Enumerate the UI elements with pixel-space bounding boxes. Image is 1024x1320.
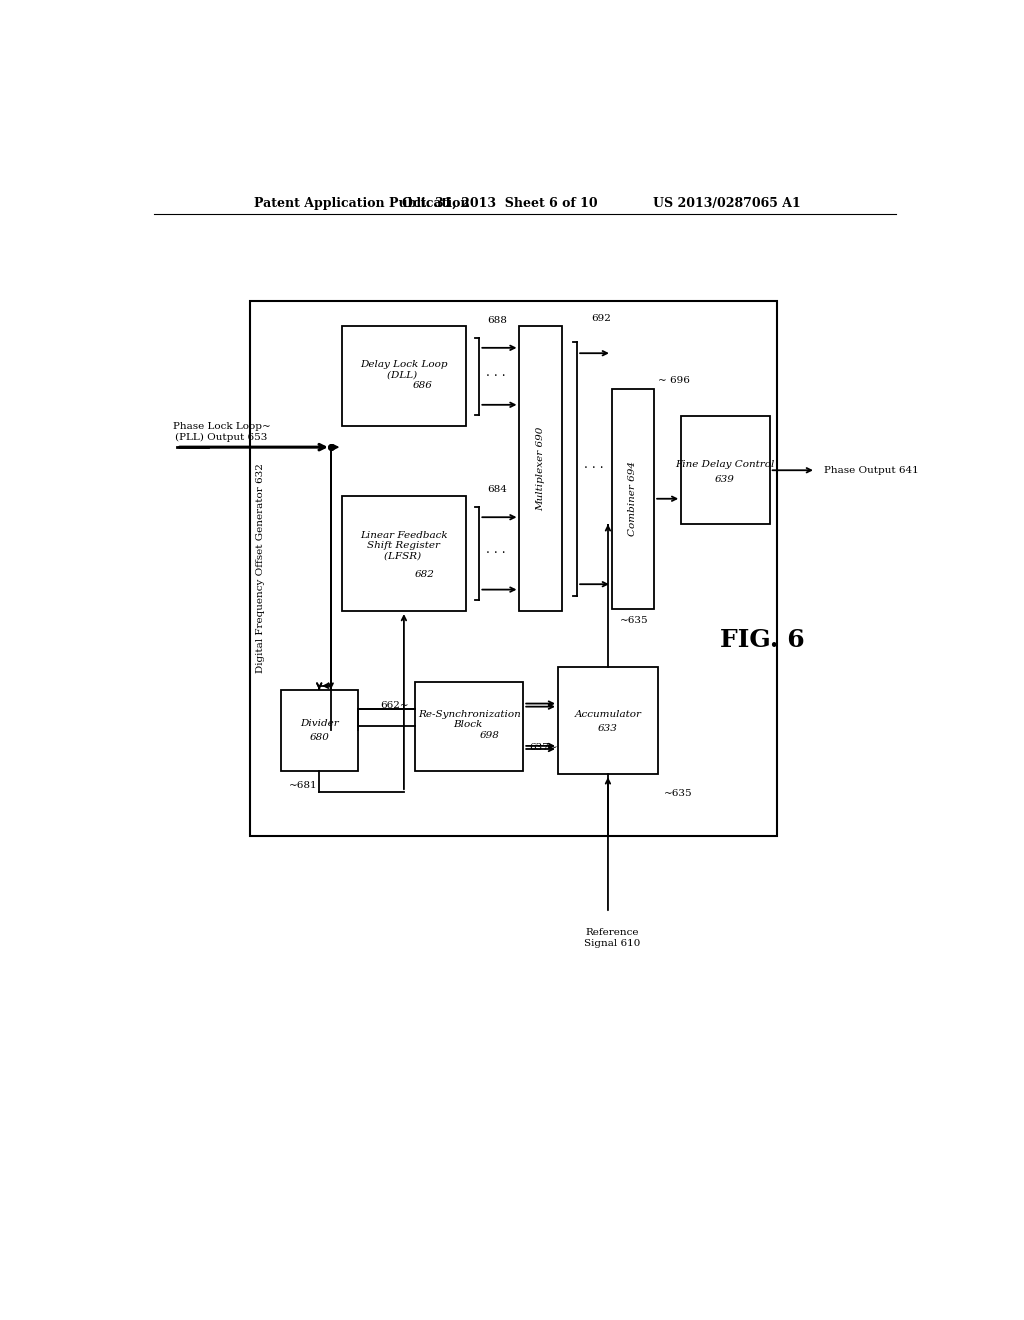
Text: ~ 696: ~ 696 — [658, 376, 690, 384]
Bar — [519, 326, 562, 611]
Text: 637~: 637~ — [529, 743, 558, 752]
Text: 688: 688 — [487, 315, 507, 325]
Text: 684: 684 — [487, 484, 507, 494]
Text: · · ·: · · · — [486, 370, 506, 383]
Text: Phase Lock Loop~
(PLL) Output 653: Phase Lock Loop~ (PLL) Output 653 — [173, 422, 270, 441]
Bar — [416, 682, 523, 771]
Text: 633: 633 — [598, 723, 617, 733]
Text: 682: 682 — [415, 570, 434, 579]
Text: 639: 639 — [715, 475, 735, 484]
Text: Divider: Divider — [300, 719, 339, 729]
Text: · · ·: · · · — [585, 462, 604, 475]
Text: 686: 686 — [413, 381, 433, 389]
Text: Re-Synchronization
Block: Re-Synchronization Block — [418, 710, 521, 730]
Text: Combiner 694: Combiner 694 — [628, 461, 637, 536]
Bar — [250, 301, 777, 836]
Text: ~635: ~635 — [620, 616, 648, 624]
Text: 680: 680 — [309, 733, 329, 742]
Bar — [611, 389, 654, 609]
Text: Reference
Signal 610: Reference Signal 610 — [584, 928, 640, 948]
Bar — [558, 667, 658, 775]
Text: Fine Delay Control: Fine Delay Control — [675, 459, 775, 469]
Text: 692: 692 — [591, 314, 611, 323]
Text: Patent Application Publication: Patent Application Publication — [254, 197, 469, 210]
Text: Delay Lock Loop
(DLL): Delay Lock Loop (DLL) — [360, 360, 447, 380]
Text: Accumulator: Accumulator — [574, 710, 641, 719]
Text: Digital Frequency Offset Generator 632: Digital Frequency Offset Generator 632 — [256, 463, 265, 673]
Bar — [281, 689, 357, 771]
Bar — [681, 416, 770, 524]
Text: ~635: ~635 — [665, 789, 693, 799]
Text: Oct. 31, 2013  Sheet 6 of 10: Oct. 31, 2013 Sheet 6 of 10 — [402, 197, 598, 210]
Text: Multiplexer 690: Multiplexer 690 — [536, 426, 545, 511]
Bar — [342, 326, 466, 426]
Text: US 2013/0287065 A1: US 2013/0287065 A1 — [652, 197, 801, 210]
Text: FIG. 6: FIG. 6 — [720, 627, 804, 652]
Text: ~681: ~681 — [289, 781, 317, 791]
Text: 698: 698 — [480, 731, 500, 739]
Bar — [342, 496, 466, 611]
Text: · · ·: · · · — [486, 546, 506, 560]
Text: Linear Feedback
Shift Register
(LFSR): Linear Feedback Shift Register (LFSR) — [360, 531, 447, 561]
Text: Phase Output 641: Phase Output 641 — [823, 466, 919, 475]
Text: 662~: 662~ — [381, 701, 410, 710]
